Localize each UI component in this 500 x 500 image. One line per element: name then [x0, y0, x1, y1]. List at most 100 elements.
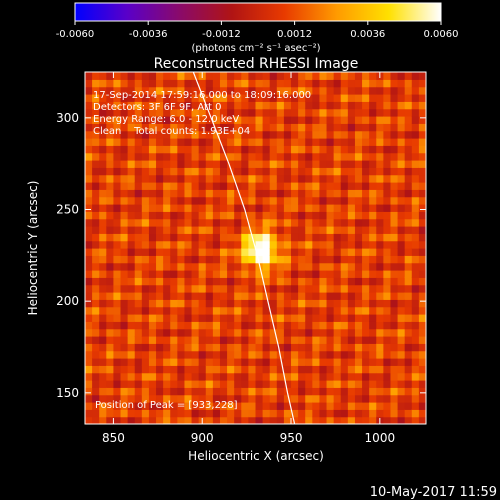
heatmap-cell: [369, 211, 377, 220]
method-counts-text: Clean Total counts: 1.93E+04: [93, 126, 250, 137]
heatmap-cell: [227, 416, 235, 424]
heatmap-cell: [340, 233, 349, 242]
heatmap-cell: [85, 196, 93, 205]
heatmap-cell: [198, 409, 207, 418]
heatmap-cell: [354, 182, 363, 190]
heatmap-cell: [120, 189, 129, 198]
heatmap-cell: [404, 86, 413, 95]
heatmap-cell: [255, 138, 264, 146]
heatmap-cell: [397, 284, 406, 293]
heatmap-cell: [92, 255, 100, 264]
heatmap-cell: [383, 387, 392, 396]
heatmap-cell: [305, 233, 313, 242]
heatmap-cell: [134, 233, 143, 242]
heatmap-cell: [227, 358, 235, 366]
heatmap-cell: [276, 167, 285, 176]
heatmap-cell: [333, 277, 342, 286]
heatmap-cell: [418, 196, 426, 205]
heatmap-cell: [205, 204, 214, 212]
heatmap-cell: [376, 94, 384, 102]
heatmap-cell: [305, 240, 313, 249]
heatmap-cell: [241, 270, 249, 278]
heatmap-cell: [248, 182, 257, 190]
heatmap-cell: [170, 248, 178, 256]
heatmap-cell: [241, 130, 249, 139]
heatmap-cell: [255, 306, 264, 315]
heatmap-cell: [283, 94, 292, 102]
heatmap-cell: [127, 277, 136, 286]
heatmap-cell: [234, 218, 242, 227]
heatmap-cell: [305, 182, 313, 190]
heatmap-cell: [205, 343, 214, 352]
heatmap-cell: [248, 321, 257, 330]
heatmap-cell: [184, 174, 193, 183]
heatmap-cell: [234, 262, 242, 271]
heatmap-cell: [227, 321, 235, 330]
heatmap-cell: [99, 284, 107, 293]
heatmap-cell: [362, 116, 370, 124]
heatmap-cell: [198, 189, 207, 198]
heatmap-cell: [411, 204, 420, 212]
heatmap-cell: [92, 79, 100, 88]
heatmap-cell: [347, 372, 356, 381]
heatmap-cell: [312, 116, 321, 124]
heatmap-cell: [156, 248, 164, 256]
heatmap-cell: [205, 138, 214, 146]
heatmap-cell: [269, 226, 278, 234]
heatmap-cell: [227, 182, 235, 190]
heatmap-cell: [219, 292, 228, 300]
heatmap-cell: [383, 123, 392, 132]
heatmap-cell: [411, 226, 420, 234]
heatmap-cell: [390, 240, 399, 249]
heatmap-cell: [248, 167, 257, 176]
heatmap-cell: [191, 292, 200, 300]
heatmap-cell: [276, 218, 285, 227]
heatmap-cell: [163, 204, 171, 212]
heatmap-cell: [134, 211, 143, 220]
heatmap-cell: [120, 336, 129, 344]
heatmap-cell: [326, 72, 335, 80]
heatmap-cell: [234, 402, 242, 410]
heatmap-cell: [134, 226, 143, 234]
heatmap-cell: [376, 160, 384, 168]
heatmap-cell: [248, 402, 257, 410]
heatmap-cell: [92, 394, 100, 403]
heatmap-cell: [319, 167, 328, 176]
heatmap-cell: [347, 402, 356, 410]
heatmap-cell: [191, 174, 200, 183]
heatmap-cell: [418, 328, 426, 337]
heatmap-cell: [127, 255, 136, 264]
heatmap-cell: [184, 277, 193, 286]
heatmap-cell: [148, 277, 157, 286]
heatmap-cell: [163, 233, 171, 242]
heatmap-cell: [255, 123, 264, 132]
heatmap-cell: [184, 86, 193, 95]
heatmap-cell: [383, 189, 392, 198]
heatmap-cell: [369, 145, 377, 154]
heatmap-cell: [219, 123, 228, 132]
heatmap-cell: [354, 343, 363, 352]
heatmap-cell: [404, 299, 413, 308]
heatmap-cell: [376, 336, 384, 344]
heatmap-cell: [177, 145, 186, 154]
heatmap-cell: [411, 116, 420, 124]
heatmap-cell: [234, 196, 242, 205]
heatmap-cell: [127, 174, 136, 183]
heatmap-cell: [184, 145, 193, 154]
heatmap-cell: [369, 240, 377, 249]
heatmap-cell: [148, 358, 157, 366]
heatmap-cell: [205, 394, 214, 403]
heatmap-cell: [262, 350, 271, 359]
heatmap-cell: [397, 350, 406, 359]
heatmap-cell: [141, 314, 150, 322]
heatmap-cell: [298, 365, 306, 374]
heatmap-cell: [241, 160, 249, 168]
heatmap-cell: [369, 130, 377, 139]
heatmap-cell: [191, 328, 200, 337]
heatmap-cell: [369, 174, 377, 183]
heatmap-cell: [404, 152, 413, 161]
heatmap-cell: [148, 101, 157, 110]
heatmap-cell: [127, 108, 136, 117]
heatmap-cell: [418, 402, 426, 410]
heatmap-cell: [219, 409, 228, 418]
